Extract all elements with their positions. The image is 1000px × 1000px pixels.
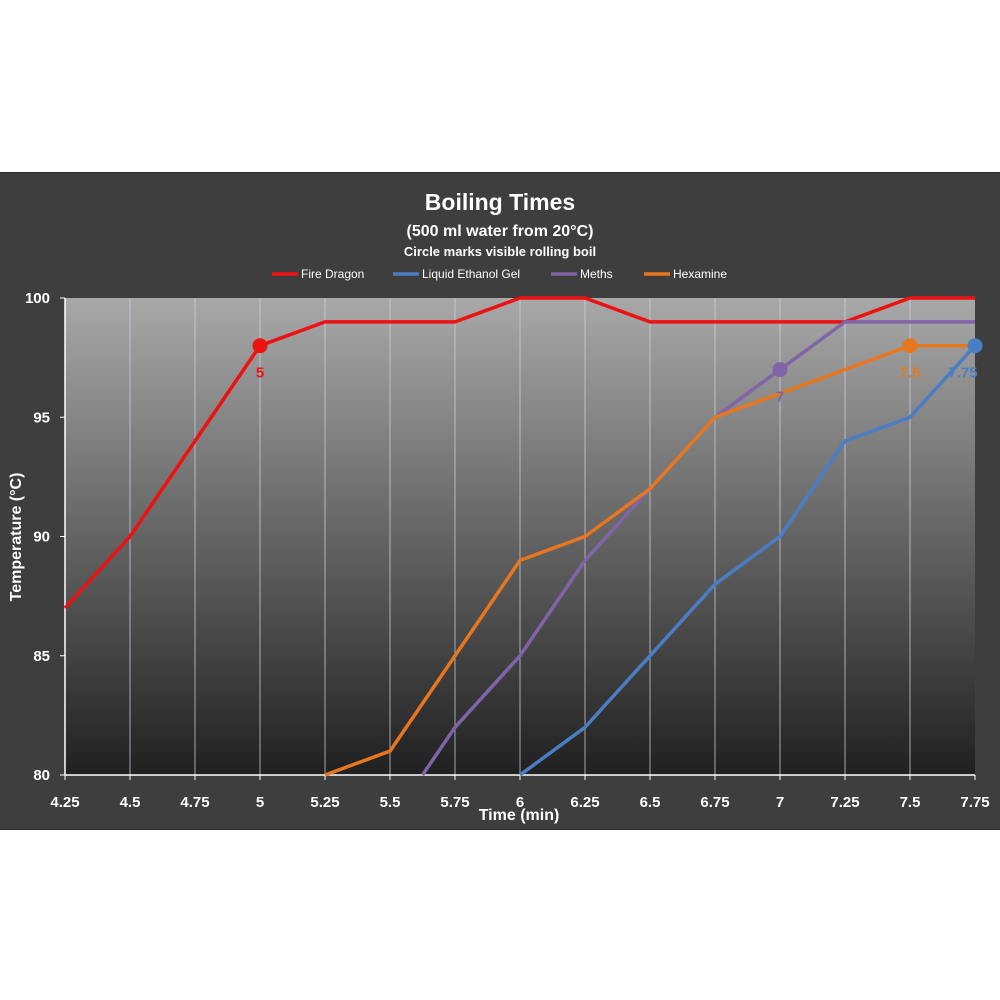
x-tick-label: 6.25 (570, 794, 599, 811)
boil-markers: 5 7.75 7 7.5 (252, 338, 983, 406)
x-tick-label: 7.25 (830, 794, 859, 811)
chart-subtitle: (500 ml water from 20°C) (407, 223, 594, 240)
series-line-hexamine (324, 343, 975, 777)
legend: Fire Dragon Liquid Ethanol Gel Meths Hexami… (272, 267, 727, 281)
series-lines (63, 296, 977, 777)
chart-subtitle-note: Circle marks visible rolling boil (404, 244, 596, 259)
x-tick-label: 4.5 (120, 794, 141, 811)
x-tick-label: 7.5 (900, 794, 921, 811)
boil-marker-liquid-ethanol-gel (967, 338, 983, 354)
legend-label-meths: Meths (580, 267, 613, 281)
x-tick-label: 5.25 (310, 794, 339, 811)
boil-label-hexamine: 7.5 (900, 365, 921, 382)
x-axis-title: Time (min) (479, 807, 560, 824)
boil-label-fire-dragon: 5 (256, 365, 264, 382)
series-line-fire-dragon (63, 296, 975, 610)
x-tick-label: 4.75 (180, 794, 209, 811)
x-tick-label: 4.25 (50, 794, 79, 811)
gridlines (129, 298, 911, 775)
x-tick-label: 5.75 (440, 794, 469, 811)
x-tick-label: 5.5 (380, 794, 401, 811)
boil-marker-hexamine (902, 338, 918, 354)
x-tick-label: 7 (776, 794, 784, 811)
x-tick-label: 7.75 (960, 794, 989, 811)
y-tick-label: 95 (33, 409, 50, 426)
legend-label-hexamine: Hexamine (673, 267, 727, 281)
y-tick-label: 85 (33, 648, 50, 665)
axes: 4.25 4.5 4.75 5 5.25 5.5 5.75 6 6.25 6.5 6.75 7 7.25… (25, 290, 990, 811)
y-tick-label: 100 (25, 290, 50, 307)
legend-label-fire-dragon: Fire Dragon (301, 267, 364, 281)
boil-marker-meths (772, 362, 788, 378)
y-tick-label: 90 (33, 529, 50, 546)
x-tick-label: 6 (516, 794, 524, 811)
x-tick-label: 6.75 (700, 794, 729, 811)
series-line-liquid-ethanol-gel (518, 344, 977, 777)
boil-marker-fire-dragon (252, 338, 268, 354)
boil-label-liquid-ethanol-gel: 7.75 (948, 365, 977, 382)
y-axis-title: Temperature (°C) (8, 473, 25, 602)
chart-title: Boiling Times (425, 189, 575, 215)
y-tick-label: 80 (33, 767, 50, 784)
x-tick-label: 5 (256, 794, 264, 811)
boil-label-meths: 7 (776, 389, 784, 406)
legend-label-liquid-ethanol-gel: Liquid Ethanol Gel (422, 267, 520, 281)
x-tick-label: 6.5 (640, 794, 661, 811)
